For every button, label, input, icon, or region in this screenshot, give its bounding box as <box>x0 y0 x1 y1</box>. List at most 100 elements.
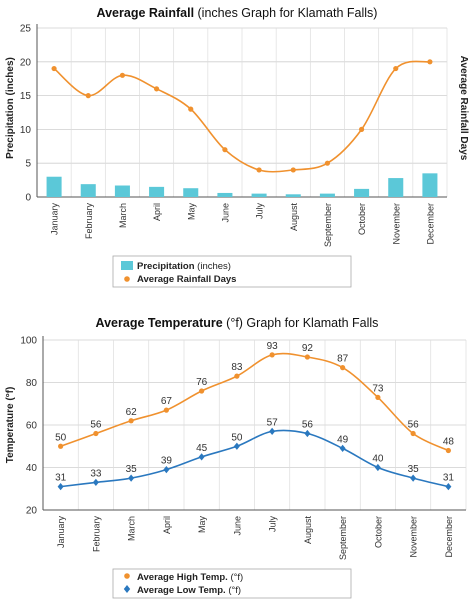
low-temp-data-label-april: 39 <box>161 456 173 467</box>
high-temp-data-label-march: 62 <box>126 407 138 418</box>
low-temp-data-label-june: 50 <box>231 432 243 443</box>
temperature-x-tick-july: July <box>268 516 278 533</box>
temperature-y-tick-label: 60 <box>26 421 38 432</box>
precipitation-bar-july <box>251 193 267 197</box>
temperature-y-tick-label: 80 <box>26 378 38 389</box>
high-temp-point-january <box>58 443 64 449</box>
temperature-legend: Average High Temp. (°f) Average Low Temp… <box>112 568 352 599</box>
temperature-x-tick-february: February <box>91 516 101 553</box>
temperature-plot-area: 20 40 60 80 100 50 56 62 67 76 83 93 92 87 73 56 48 31 33 3… <box>20 336 467 560</box>
high-temp-point-october <box>375 394 381 400</box>
precipitation-bar-march <box>114 185 130 197</box>
low-temp-point-march <box>128 474 135 482</box>
low-temp-point-june <box>233 442 240 450</box>
high-temp-point-february <box>93 430 99 437</box>
temperature-x-tick-april: April <box>162 516 172 534</box>
high-temp-point-march <box>128 418 134 424</box>
low-temp-point-october <box>374 463 381 472</box>
rainfall-y-tick-label: 10 <box>20 125 32 136</box>
high-temp-legend-marker <box>124 573 130 579</box>
high-temp-data-label-may: 76 <box>196 377 208 388</box>
rainfall-days-point-february <box>85 93 91 99</box>
high-temp-point-april <box>163 407 169 413</box>
temperature-title-rest: (°f) Graph for Klamath Falls <box>223 316 379 330</box>
high-temp-point-september <box>340 365 346 371</box>
rainfall-days-legend-label: Average Rainfall Days <box>137 274 236 285</box>
temperature-chart-title: Average Temperature (°f) Graph for Klama… <box>96 316 379 330</box>
rainfall-x-tick-march: March <box>118 203 128 228</box>
rainfall-y-tick-label: 5 <box>25 159 31 170</box>
rainfall-x-tick-october: October <box>357 203 367 235</box>
high-temp-data-label-september: 87 <box>337 354 349 365</box>
precipitation-bar-october <box>354 188 370 197</box>
rainfall-days-point-october <box>358 126 365 132</box>
rainfall-x-tick-september: September <box>323 203 333 247</box>
high-temp-point-july <box>269 352 275 358</box>
rainfall-days-point-june <box>222 147 228 153</box>
precipitation-bar-november <box>388 178 404 197</box>
temperature-x-tick-may: May <box>197 516 207 534</box>
low-temp-data-label-october: 40 <box>372 454 384 465</box>
low-temp-point-april <box>163 466 170 474</box>
low-temp-point-august <box>304 429 311 438</box>
precipitation-legend-swatch <box>121 261 133 270</box>
high-temp-point-may <box>199 388 205 394</box>
low-temp-legend-name: Average Low Temp. <box>137 585 226 596</box>
low-temp-point-september <box>339 444 346 452</box>
rainfall-y-tick-label: 25 <box>20 24 32 35</box>
low-temp-legend-unit: (°f) <box>226 585 241 596</box>
precipitation-legend-label: Precipitation (inches) <box>137 261 231 272</box>
rainfall-days-point-march <box>119 72 126 78</box>
temperature-y-axis-label: Temperature (°f) <box>5 387 16 464</box>
precipitation-legend-name: Precipitation <box>137 261 195 272</box>
rainfall-y-tick-label: 0 <box>25 193 31 204</box>
temperature-x-tick-june: June <box>232 516 242 536</box>
temperature-x-tick-september: September <box>338 516 348 560</box>
high-temp-data-label-january: 50 <box>55 432 67 443</box>
rainfall-days-point-november <box>393 65 399 72</box>
rainfall-days-point-january <box>51 65 57 72</box>
rainfall-x-tick-february: February <box>84 203 94 240</box>
temperature-x-tick-march: March <box>127 516 137 541</box>
rainfall-days-point-december <box>427 59 433 65</box>
rainfall-y-tick-label: 15 <box>20 91 32 102</box>
rainfall-legend: Precipitation (inches) Average Rainfall … <box>112 255 352 288</box>
high-temp-data-label-february: 56 <box>90 420 102 431</box>
low-temp-data-label-july: 57 <box>267 417 279 428</box>
temperature-x-tick-october: October <box>373 516 383 548</box>
rainfall-days-point-april <box>153 86 160 92</box>
rainfall-x-tick-june: June <box>220 203 230 223</box>
high-temp-point-november <box>410 430 416 437</box>
low-temp-data-label-february: 33 <box>90 468 102 479</box>
rainfall-days-legend-marker <box>124 276 130 282</box>
precipitation-legend-unit: (inches) <box>195 261 231 272</box>
high-temp-data-label-june: 83 <box>231 362 243 373</box>
high-temp-data-label-august: 92 <box>302 343 314 354</box>
temperature-x-tick-december: December <box>444 516 454 558</box>
low-temp-point-november <box>410 474 417 482</box>
rainfall-x-tick-july: July <box>255 203 265 220</box>
rainfall-x-tick-may: May <box>186 203 196 221</box>
rainfall-title-rest: (inches Graph for Klamath Falls) <box>194 6 377 20</box>
rainfall-days-point-august <box>290 167 296 173</box>
rainfall-legend-box <box>112 255 352 288</box>
low-temp-data-label-august: 56 <box>302 420 314 431</box>
precipitation-bar-april <box>149 186 165 197</box>
high-temp-legend-name: Average High Temp. <box>137 572 228 583</box>
rainfall-plot-area: 0 5 10 15 20 25 January February March April May Ju… <box>20 24 448 247</box>
precipitation-bar-september <box>319 193 335 197</box>
temperature-x-tick-august: August <box>303 516 313 545</box>
rainfall-x-tick-april: April <box>152 203 162 221</box>
rainfall-title-bold: Average Rainfall <box>97 6 195 20</box>
high-temp-legend-unit: (°f) <box>228 572 243 583</box>
rainfall-days-point-may <box>188 106 194 112</box>
temperature-x-tick-november: November <box>409 516 419 558</box>
precipitation-bar-december <box>422 173 438 197</box>
low-temp-data-label-november: 35 <box>408 464 420 475</box>
rainfall-x-tick-august: August <box>289 203 299 232</box>
low-temp-data-label-march: 35 <box>126 464 138 475</box>
temperature-y-tick-label: 100 <box>20 336 37 347</box>
high-temp-data-label-december: 48 <box>443 437 455 448</box>
low-temp-data-label-december: 31 <box>443 473 455 484</box>
